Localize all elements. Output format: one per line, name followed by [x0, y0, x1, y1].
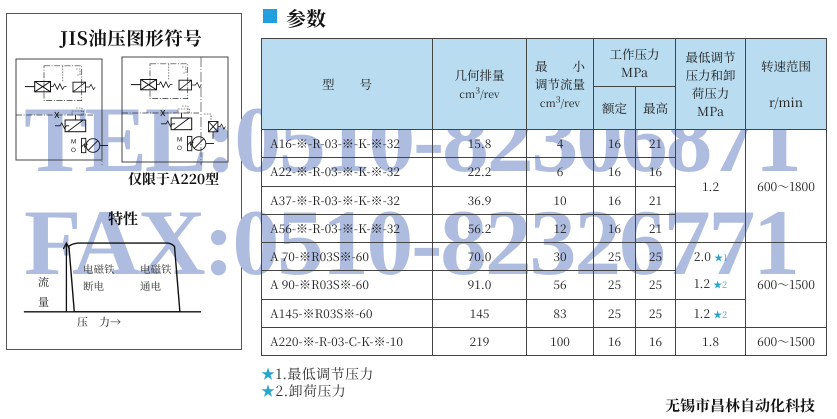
svg-text:电磁铁: 电磁铁 — [140, 262, 172, 277]
svg-text:量: 量 — [38, 294, 49, 310]
svg-text:通电: 通电 — [140, 279, 161, 294]
svg-text:压 力→: 压 力→ — [77, 314, 121, 328]
svg-text:电磁铁: 电磁铁 — [83, 262, 115, 277]
svg-text:流: 流 — [38, 274, 49, 290]
svg-text:断电: 断电 — [83, 279, 104, 294]
